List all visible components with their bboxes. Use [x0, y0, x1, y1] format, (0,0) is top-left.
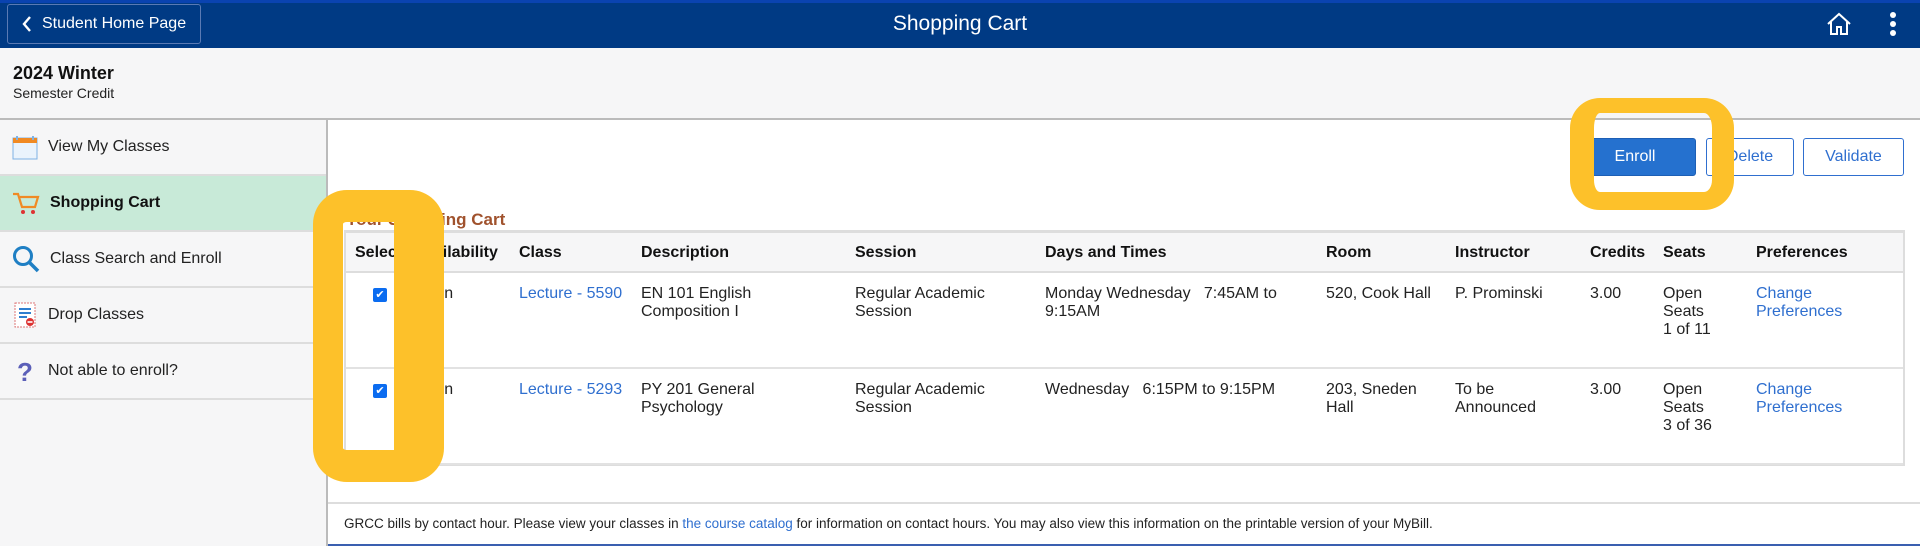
- session: Regular Academic Session: [855, 285, 985, 320]
- days-times: Wednesday 6:15PM to 9:15PM: [1045, 381, 1276, 398]
- availability: Open: [414, 381, 454, 398]
- select-checkbox[interactable]: ✔: [373, 384, 387, 398]
- column-header: Seats: [1663, 244, 1706, 261]
- chevron-left-icon: [22, 16, 31, 32]
- more-vertical-icon[interactable]: [1889, 11, 1897, 37]
- change-preferences-link[interactable]: Change Preferences: [1756, 285, 1843, 320]
- column-header: Credits: [1590, 244, 1646, 261]
- column-header: Description: [641, 244, 730, 261]
- validate-button[interactable]: Validate: [1803, 138, 1904, 176]
- table-header: Select Availability Class Description Se…: [346, 233, 1903, 273]
- sidebar-item-label: Shopping Cart: [50, 194, 161, 211]
- sidebar-item-label: Not able to enroll?: [48, 362, 178, 379]
- credits: 3.00: [1590, 285, 1622, 302]
- seats: Open Seats 1 of 11: [1663, 285, 1711, 338]
- term-bar: 2024 Winter Semester Credit: [0, 48, 1920, 120]
- credits: 3.00: [1590, 381, 1622, 398]
- column-header: Room: [1326, 244, 1372, 261]
- column-header: Session: [855, 244, 917, 261]
- select-checkbox[interactable]: ✔: [373, 288, 387, 302]
- calendar-icon: [12, 136, 38, 160]
- term-career: Semester Credit: [13, 85, 115, 101]
- sidebar-item-class-search[interactable]: Class Search and Enroll: [0, 232, 326, 288]
- footer-note: GRCC bills by contact hour. Please view …: [328, 502, 1920, 546]
- shopping-cart-table: Select Availability Class Description Se…: [344, 230, 1905, 466]
- days-times: Monday Wednesday 7:45AM to 9:15AM: [1045, 285, 1282, 320]
- table-row: ✔ Open Lecture - 5293 PY 201 General Psy…: [346, 369, 1903, 465]
- sidebar-item-drop-classes[interactable]: Drop Classes: [0, 288, 326, 344]
- session: Regular Academic Session: [855, 381, 985, 416]
- enroll-button[interactable]: Enroll: [1574, 138, 1696, 176]
- footer-text: for information on contact hours. You ma…: [792, 516, 1433, 531]
- instructor: P. Prominski: [1455, 285, 1543, 302]
- home-icon[interactable]: [1826, 12, 1852, 36]
- table-row: ✔ Open Lecture - 5590 EN 101 English Com…: [346, 273, 1903, 369]
- cart-title: Your Shopping Cart: [346, 210, 506, 229]
- question-icon: ?: [17, 357, 33, 385]
- sidebar-item-label: Class Search and Enroll: [50, 250, 222, 267]
- term-name: 2024 Winter: [13, 63, 114, 83]
- description: EN 101 English Composition I: [641, 285, 752, 320]
- drop-classes-icon: [14, 302, 36, 328]
- cart-icon: [13, 192, 40, 214]
- room: 203, Sneden Hall: [1326, 381, 1417, 416]
- instructor: To be Announced: [1455, 381, 1536, 416]
- change-preferences-link[interactable]: Change Preferences: [1756, 381, 1843, 416]
- svg-text:?: ?: [17, 357, 33, 385]
- column-header: Preferences: [1756, 244, 1848, 261]
- back-label: Student Home Page: [42, 15, 187, 32]
- course-catalog-link[interactable]: the course catalog: [682, 516, 793, 531]
- top-header: [0, 0, 1920, 48]
- seats: Open Seats 3 of 36: [1663, 381, 1712, 434]
- delete-button[interactable]: Delete: [1706, 138, 1794, 176]
- description: PY 201 General Psychology: [641, 381, 755, 416]
- sidebar: View My Classes Shopping Cart Class Sear…: [0, 120, 328, 546]
- sidebar-item-shopping-cart[interactable]: Shopping Cart: [0, 176, 326, 232]
- student-home-page-button[interactable]: Student Home Page: [7, 4, 201, 44]
- search-icon: [13, 246, 40, 273]
- column-header: Availability: [414, 244, 498, 261]
- column-header: Class: [519, 244, 562, 261]
- column-header: Select: [355, 244, 403, 261]
- sidebar-item-view-my-classes[interactable]: View My Classes: [0, 120, 326, 176]
- sidebar-item-label: Drop Classes: [48, 306, 145, 323]
- column-header: Instructor: [1455, 244, 1530, 261]
- class-link[interactable]: Lecture - 5590: [519, 285, 623, 302]
- sidebar-item-label: View My Classes: [48, 138, 170, 155]
- sidebar-item-not-able-to-enroll[interactable]: ? Not able to enroll?: [0, 344, 326, 400]
- class-link[interactable]: Lecture - 5293: [519, 381, 623, 398]
- footer-text: GRCC bills by contact hour. Please view …: [344, 516, 683, 531]
- room: 520, Cook Hall: [1326, 285, 1431, 302]
- availability: Open: [414, 285, 454, 302]
- column-header: Days and Times: [1045, 244, 1167, 261]
